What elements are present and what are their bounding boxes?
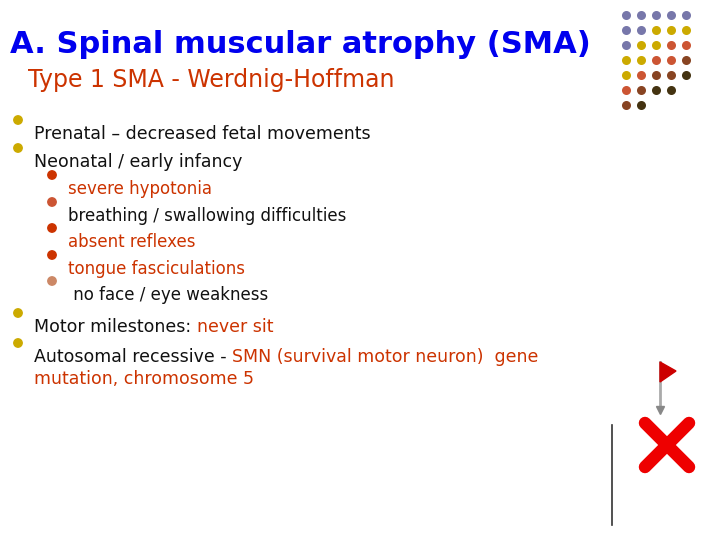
Circle shape [48, 171, 56, 179]
Text: Prenatal – decreased fetal movements: Prenatal – decreased fetal movements [34, 125, 371, 143]
Text: no face / eye weakness: no face / eye weakness [68, 286, 269, 304]
Text: Motor milestones:: Motor milestones: [34, 318, 197, 336]
Circle shape [48, 277, 56, 285]
Text: never sit: never sit [197, 318, 273, 336]
Circle shape [14, 309, 22, 317]
Text: SMN (survival motor neuron)  gene: SMN (survival motor neuron) gene [232, 348, 539, 366]
Circle shape [14, 339, 22, 347]
Text: breathing / swallowing difficulties: breathing / swallowing difficulties [68, 207, 346, 225]
Text: tongue fasciculations: tongue fasciculations [68, 260, 245, 278]
Text: Type 1 SMA - Werdnig-Hoffman: Type 1 SMA - Werdnig-Hoffman [28, 68, 395, 92]
Text: absent reflexes: absent reflexes [68, 233, 196, 251]
Text: Autosomal recessive -: Autosomal recessive - [34, 348, 232, 366]
Circle shape [14, 116, 22, 124]
Polygon shape [660, 362, 676, 382]
Circle shape [14, 144, 22, 152]
Text: mutation, chromosome 5: mutation, chromosome 5 [34, 370, 254, 388]
Circle shape [48, 198, 56, 206]
Text: severe hypotonia: severe hypotonia [68, 180, 212, 198]
Text: A. Spinal muscular atrophy (SMA): A. Spinal muscular atrophy (SMA) [10, 30, 590, 59]
Circle shape [48, 224, 56, 232]
Circle shape [48, 251, 56, 259]
Text: Neonatal / early infancy: Neonatal / early infancy [34, 153, 243, 171]
